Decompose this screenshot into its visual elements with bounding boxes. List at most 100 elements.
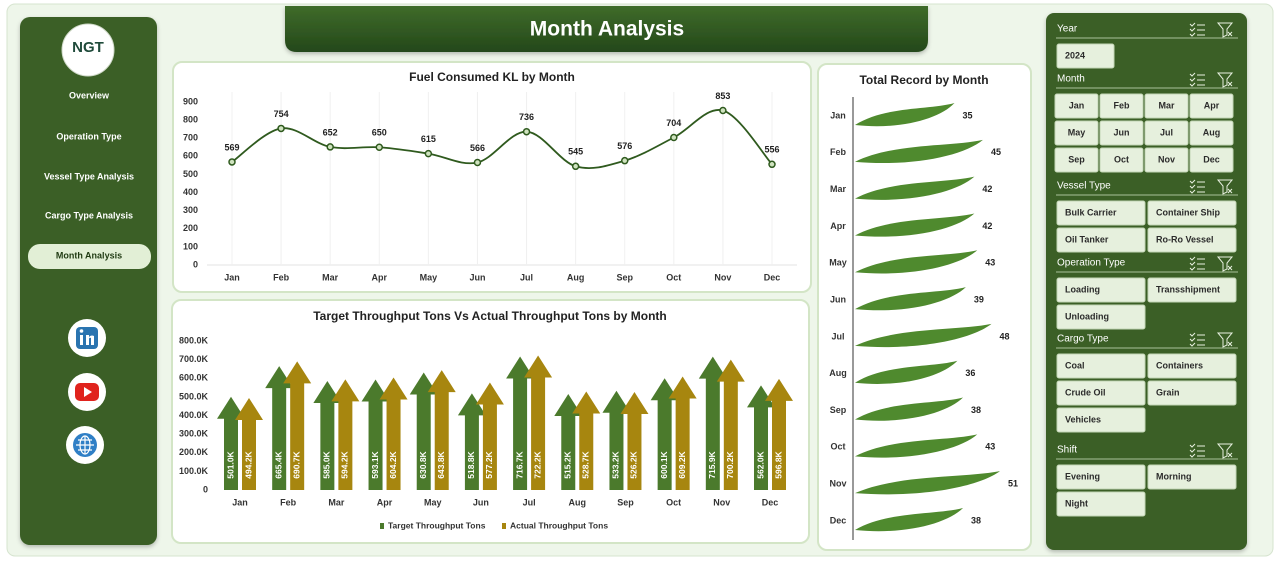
slicer-button[interactable] xyxy=(1054,147,1099,173)
clear-filter-icon[interactable] xyxy=(1216,179,1234,195)
slicer-button[interactable] xyxy=(1056,464,1146,490)
slicer-button[interactable] xyxy=(1147,200,1237,226)
point xyxy=(473,158,482,167)
charts: Fuel Consumed KL by Month 0 100 200 300 400 50… xyxy=(179,70,1018,540)
arrow-bar xyxy=(698,356,727,490)
data-label: 48 xyxy=(999,331,1009,341)
data-label: 35 xyxy=(963,110,973,120)
clear-filter-icon[interactable] xyxy=(1216,72,1234,88)
leaf-bar xyxy=(855,323,992,348)
slicer-button[interactable] xyxy=(1056,304,1146,330)
x-tick-label: Mar xyxy=(328,497,345,507)
slicer-button[interactable] xyxy=(1099,93,1144,119)
data-label: 38 xyxy=(971,515,981,525)
data-label: 43 xyxy=(985,442,995,452)
y-tick-label: 600 xyxy=(183,151,198,161)
nav-item[interactable]: Month Analysis xyxy=(56,250,122,260)
x-tick-label: Nov xyxy=(713,497,730,507)
data-label: 609.2K xyxy=(677,450,687,478)
clear-filter-icon[interactable] xyxy=(1216,22,1234,38)
multi-select-icon[interactable] xyxy=(1189,72,1205,87)
slicer-button[interactable] xyxy=(1144,120,1189,146)
arrow-bar xyxy=(379,377,408,490)
slicer-item: Container Ship xyxy=(1156,207,1221,217)
point xyxy=(620,156,629,165)
slicer-button[interactable] xyxy=(1189,120,1234,146)
nav-item[interactable]: Overview xyxy=(69,90,110,100)
y-tick-label: 500.0K xyxy=(179,391,209,401)
clear-filter-icon[interactable] xyxy=(1216,256,1234,272)
slicer-button[interactable] xyxy=(1054,120,1099,146)
x-tick-label: Dec xyxy=(762,497,779,507)
x-tick-label: May xyxy=(420,272,438,282)
youtube-mark xyxy=(84,387,92,397)
data-label: 643.8K xyxy=(436,450,446,478)
y-tick-label: Feb xyxy=(830,147,847,157)
web-mark xyxy=(76,436,94,454)
slicer-item: Vehicles xyxy=(1065,414,1101,424)
slicer-item: Unloading xyxy=(1065,311,1109,321)
arrow-bar xyxy=(427,370,456,490)
x-tick-label: Mar xyxy=(322,272,339,282)
multi-select-icon[interactable] xyxy=(1189,332,1205,347)
slicer-button[interactable] xyxy=(1144,93,1189,119)
y-tick-label: Oct xyxy=(830,442,845,452)
leaf-bar xyxy=(855,471,1000,495)
arrow-bar xyxy=(620,391,649,490)
slicer-button[interactable] xyxy=(1054,93,1099,119)
slicer-button[interactable] xyxy=(1189,147,1234,173)
slicer-button[interactable] xyxy=(1147,464,1237,490)
slicer-button[interactable] xyxy=(1144,147,1189,173)
leaf-bar xyxy=(855,139,983,164)
slicer-item: Jan xyxy=(1069,100,1085,110)
data-label: 700.2K xyxy=(725,450,735,478)
slicer-button[interactable] xyxy=(1056,407,1146,433)
y-tick-label: 800.0K xyxy=(179,335,209,345)
leaf-bar xyxy=(855,287,966,311)
multi-select-icon[interactable] xyxy=(1189,22,1205,37)
nav: Overview Operation Type Vessel Type Analys… xyxy=(28,90,151,269)
point xyxy=(424,149,433,158)
arrow-bar xyxy=(265,366,294,490)
y-tick-label: Mar xyxy=(830,184,847,194)
slicer-button[interactable] xyxy=(1099,120,1144,146)
data-label: 690.7K xyxy=(291,450,301,478)
nav-active[interactable] xyxy=(28,244,151,269)
data-label: 596.8K xyxy=(773,450,783,478)
slicer-button[interactable] xyxy=(1056,43,1115,69)
data-label: 585.0K xyxy=(322,450,332,478)
slicer-button[interactable] xyxy=(1056,491,1146,517)
data-label: 736 xyxy=(519,112,534,122)
nav-item[interactable]: Cargo Type Analysis xyxy=(45,210,133,220)
leaf-bar xyxy=(855,434,978,458)
slicer-button[interactable] xyxy=(1056,277,1146,303)
data-label: 526.2K xyxy=(629,450,639,478)
multi-select-icon[interactable] xyxy=(1189,443,1205,458)
slicer-button[interactable] xyxy=(1147,353,1237,379)
data-label: 577.2K xyxy=(484,450,494,478)
slicer-item: Night xyxy=(1065,498,1088,508)
slicer-button[interactable] xyxy=(1189,93,1234,119)
slicer-button[interactable] xyxy=(1147,277,1237,303)
multi-select-icon[interactable] xyxy=(1189,256,1205,271)
slicer-item: Crude Oil xyxy=(1065,387,1106,397)
slicer-button[interactable] xyxy=(1056,227,1146,253)
slicer-button[interactable] xyxy=(1056,200,1146,226)
slicer-button[interactable] xyxy=(1056,380,1146,406)
clear-filter-icon[interactable] xyxy=(1216,443,1234,459)
slicer-button[interactable] xyxy=(1147,227,1237,253)
data-label: 42 xyxy=(982,221,992,231)
x-tick-label: Aug xyxy=(567,272,585,282)
slicer-button[interactable] xyxy=(1147,380,1237,406)
data-label: 45 xyxy=(991,147,1001,157)
multi-select-icon[interactable] xyxy=(1189,179,1205,194)
nav-item[interactable]: Vessel Type Analysis xyxy=(44,171,134,181)
slicer-button[interactable] xyxy=(1099,147,1144,173)
clear-filter-icon[interactable] xyxy=(1216,332,1234,348)
data-label: 36 xyxy=(965,368,975,378)
slicer-button[interactable] xyxy=(1056,353,1146,379)
y-tick-label: Dec xyxy=(830,515,847,525)
nav-item[interactable]: Operation Type xyxy=(56,131,121,141)
x-tick-label: Oct xyxy=(666,497,681,507)
